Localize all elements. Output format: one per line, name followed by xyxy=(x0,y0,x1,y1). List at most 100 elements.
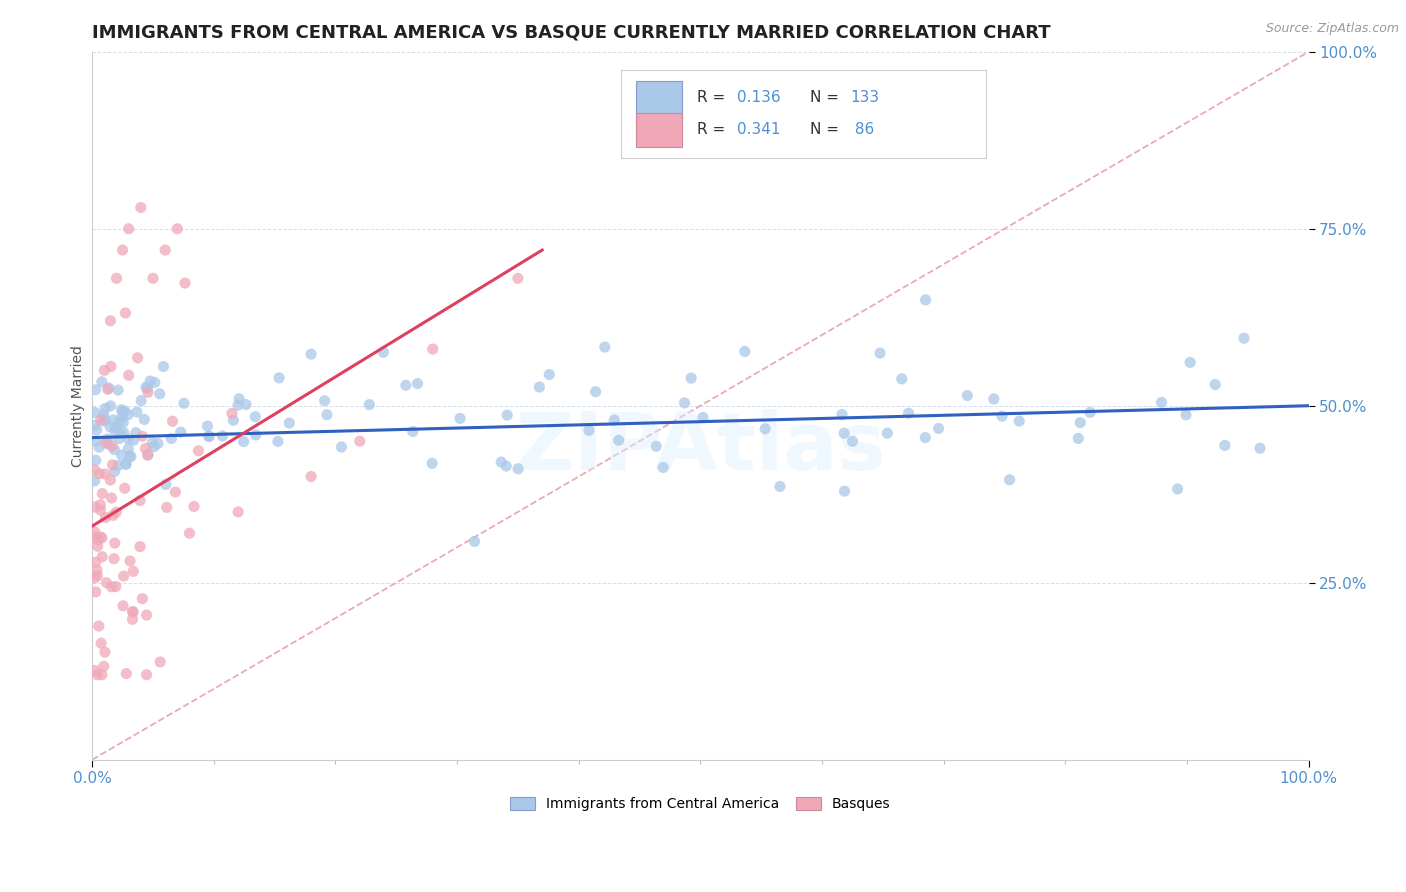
Point xyxy=(125,425,148,440)
Point xyxy=(117,408,139,422)
Point xyxy=(489,455,512,469)
Point xyxy=(83,571,105,585)
Point xyxy=(170,425,193,439)
Point xyxy=(94,510,117,524)
Point xyxy=(94,435,117,450)
Point xyxy=(84,530,107,544)
Point xyxy=(449,411,471,425)
FancyBboxPatch shape xyxy=(621,70,986,158)
Point xyxy=(84,453,107,467)
Point xyxy=(87,533,110,547)
Y-axis label: Currently Married: Currently Married xyxy=(72,345,86,467)
Point xyxy=(143,376,166,390)
Point xyxy=(105,505,128,519)
Point xyxy=(115,458,138,472)
Point xyxy=(94,401,117,416)
Point xyxy=(115,457,138,471)
Point xyxy=(121,612,143,626)
Point xyxy=(89,467,111,481)
Point xyxy=(104,420,127,434)
Point xyxy=(120,450,142,464)
Point xyxy=(330,440,353,454)
Point xyxy=(149,386,172,401)
Point xyxy=(94,645,117,659)
Point xyxy=(100,580,122,594)
Point xyxy=(94,467,117,481)
Point xyxy=(876,426,898,441)
Point xyxy=(104,536,127,550)
Point xyxy=(373,345,395,359)
Point xyxy=(603,413,626,427)
Text: R =: R = xyxy=(697,90,730,105)
Point xyxy=(183,500,205,514)
Point xyxy=(1150,395,1173,409)
Point xyxy=(464,534,486,549)
Point xyxy=(83,500,105,514)
Point xyxy=(211,429,233,443)
Point xyxy=(395,378,418,392)
Point xyxy=(359,398,381,412)
Point xyxy=(103,551,125,566)
Point xyxy=(267,434,290,449)
Point xyxy=(83,405,105,419)
Point xyxy=(101,458,124,472)
Point xyxy=(136,385,159,400)
Point xyxy=(316,408,339,422)
Point xyxy=(135,380,157,394)
Point xyxy=(198,429,221,443)
Point xyxy=(914,293,936,307)
Point xyxy=(226,398,249,412)
Point xyxy=(135,442,157,456)
Point xyxy=(104,424,127,438)
Point xyxy=(197,419,219,434)
Point xyxy=(221,406,243,420)
Point xyxy=(166,221,188,235)
Text: 86: 86 xyxy=(851,122,875,137)
Point xyxy=(496,408,519,422)
Point xyxy=(100,359,122,374)
Point xyxy=(1069,416,1091,430)
Point xyxy=(89,440,111,454)
Point xyxy=(983,392,1005,406)
Text: IMMIGRANTS FROM CENTRAL AMERICA VS BASQUE CURRENTLY MARRIED CORRELATION CHART: IMMIGRANTS FROM CENTRAL AMERICA VS BASQU… xyxy=(93,24,1050,42)
Point xyxy=(104,580,127,594)
Point xyxy=(131,429,153,443)
Bar xyxy=(636,81,682,115)
Point xyxy=(754,422,776,436)
Point xyxy=(91,486,114,500)
Point xyxy=(90,636,112,650)
Point xyxy=(226,505,249,519)
Point xyxy=(111,404,134,418)
Text: R =: R = xyxy=(697,122,730,137)
Point xyxy=(90,413,112,427)
Point xyxy=(129,540,152,554)
Point xyxy=(122,434,145,448)
Point xyxy=(86,423,108,437)
Text: 133: 133 xyxy=(851,90,879,105)
Point xyxy=(125,405,148,419)
Text: 0.341: 0.341 xyxy=(737,122,780,137)
Point xyxy=(129,393,152,408)
Point xyxy=(89,503,111,517)
Point xyxy=(645,439,668,453)
Point xyxy=(93,659,115,673)
Point xyxy=(100,314,122,328)
Point xyxy=(104,464,127,478)
Point xyxy=(91,531,114,545)
Point xyxy=(97,437,120,451)
Point xyxy=(160,432,183,446)
Point xyxy=(1008,414,1031,428)
Point xyxy=(914,431,936,445)
Point xyxy=(179,526,201,541)
Text: 0.136: 0.136 xyxy=(737,90,780,105)
Point xyxy=(538,368,561,382)
Point xyxy=(100,399,122,413)
Point xyxy=(98,420,121,434)
Point xyxy=(90,375,112,389)
Text: N =: N = xyxy=(810,122,844,137)
Point xyxy=(299,347,322,361)
Point xyxy=(222,413,245,427)
Point xyxy=(114,306,136,320)
Point xyxy=(97,382,120,396)
Point xyxy=(86,563,108,577)
